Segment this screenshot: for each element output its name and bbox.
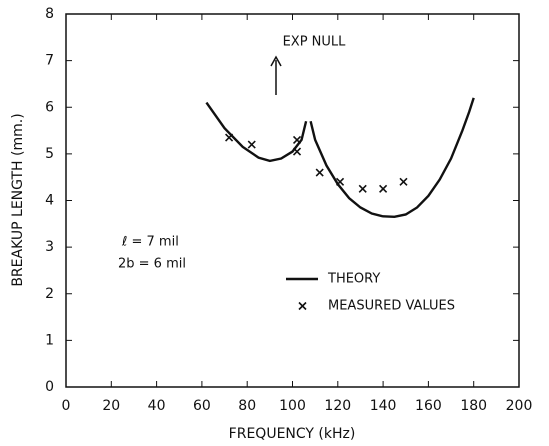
marker (358, 184, 367, 193)
x-tick-label: 140 (370, 398, 397, 414)
x-tick-label: 180 (460, 398, 487, 414)
y-tick-label: 8 (45, 6, 54, 22)
legend-label: THEORY (327, 272, 380, 287)
y-tick-label: 0 (45, 379, 54, 395)
plot-frame (65, 13, 520, 388)
x-tick-label: 120 (324, 398, 351, 414)
y-tick-label: 2 (45, 286, 54, 302)
x-tick-label: 160 (415, 398, 442, 414)
y-tick-label: 7 (45, 53, 54, 69)
annotation: 2b = 6 mil (118, 257, 186, 272)
annotation: ℓ = 7 mil (121, 235, 179, 250)
y-tick-label: 3 (45, 239, 54, 255)
y-tick-label: 6 (45, 99, 54, 115)
marker (292, 147, 302, 156)
x-tick-label: 0 (62, 398, 71, 414)
theory-line (205, 97, 475, 219)
marker (225, 133, 234, 142)
x-tick-label: 100 (279, 398, 306, 414)
x-axis-label: FREQUENCY (kHz) (229, 426, 356, 442)
x-tick-label: 80 (238, 398, 256, 414)
y-tick-label: 4 (45, 193, 54, 209)
annotation: EXP NULL (283, 35, 347, 50)
y-tick-label: 1 (45, 332, 54, 348)
arrow-head (270, 55, 282, 67)
x-tick-label: 40 (148, 398, 166, 414)
marker (399, 177, 408, 186)
legend-label: MEASURED VALUES (328, 299, 455, 314)
marker (292, 135, 302, 144)
y-tick-label: 5 (45, 146, 54, 162)
marker (247, 140, 256, 149)
x-tick-label: 200 (506, 398, 533, 414)
marker (335, 177, 345, 186)
y-axis-label: BREAKUP LENGTH (mm.) (10, 113, 26, 286)
x-tick-label: 60 (193, 398, 211, 414)
marker (315, 168, 324, 177)
marker (379, 184, 388, 193)
legend-marker (298, 301, 307, 311)
x-tick-label: 20 (102, 398, 120, 414)
